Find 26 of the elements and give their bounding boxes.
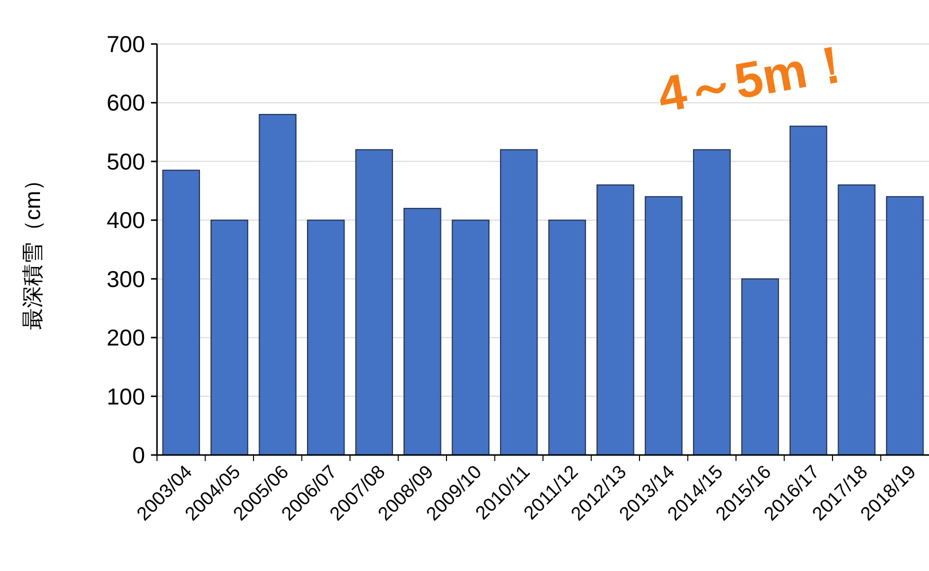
- bar: [838, 184, 876, 456]
- bar: [790, 126, 828, 456]
- bar: [741, 278, 779, 456]
- y-tick-label: 300: [106, 266, 145, 292]
- bar: [500, 149, 538, 456]
- y-tick-label: 600: [106, 90, 145, 116]
- y-tick-label: 500: [106, 148, 145, 174]
- y-tick-label: 200: [106, 324, 145, 351]
- bar: [596, 184, 634, 456]
- y-tick-label: 100: [106, 383, 145, 410]
- y-tick-label: 0: [132, 442, 145, 468]
- bar: [548, 220, 586, 456]
- bar: [258, 114, 296, 456]
- bar: [644, 196, 682, 456]
- bar: [210, 220, 248, 456]
- y-tick-label: 700: [106, 31, 145, 57]
- annotation: 4～5m！: [654, 33, 860, 124]
- bar: [162, 170, 200, 456]
- bar: [693, 149, 731, 456]
- y-axis-title: 最深積雪（cm）: [20, 168, 45, 330]
- bar: [307, 220, 345, 456]
- bar: [355, 149, 393, 456]
- bar: [452, 220, 490, 456]
- bar: [404, 208, 442, 456]
- bar: [886, 196, 924, 456]
- y-tick-label: 400: [106, 207, 145, 234]
